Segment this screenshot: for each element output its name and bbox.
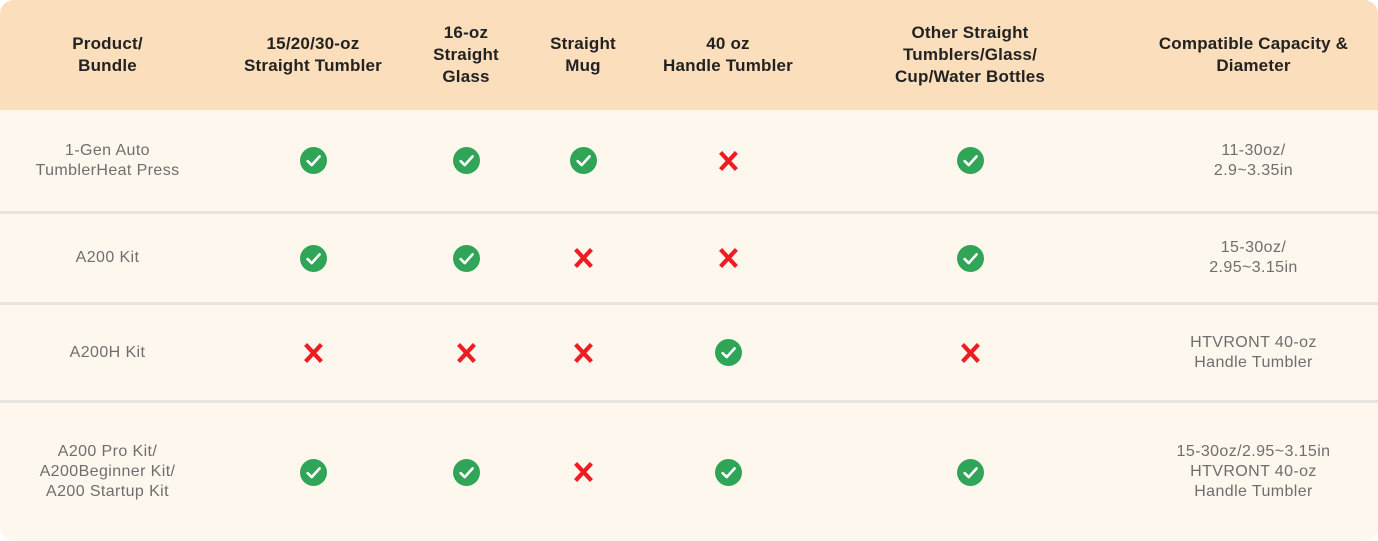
check-icon (452, 147, 480, 174)
capacity-text: 15-30oz/2.95~3.15in HTVRONT 40-oz Handle… (1176, 443, 1331, 500)
capacity-cell: 11-30oz/ 2.9~3.35in (1129, 141, 1378, 181)
product-name: A200 Pro Kit/ A200Beginner Kit/ A200 Sta… (39, 443, 176, 500)
cross-icon (718, 150, 739, 172)
cross-icon (303, 342, 324, 364)
product-cell: A200 Pro Kit/ A200Beginner Kit/ A200 Sta… (0, 442, 215, 502)
check-icon (714, 339, 742, 366)
mark-cell (645, 339, 811, 366)
table-header: Product/ Bundle 15/20/30-oz Straight Tum… (0, 0, 1378, 110)
table-row: A200 Kit 15-30oz/ (0, 211, 1378, 302)
cross-icon (573, 247, 594, 269)
cross-icon (456, 342, 477, 364)
check-icon (299, 244, 327, 272)
cross-icon (718, 247, 739, 269)
mark-cell (411, 342, 521, 364)
column-header-handle-tumbler: 40 oz Handle Tumbler (662, 34, 793, 75)
product-cell: A200H Kit (0, 343, 215, 363)
check-icon (714, 458, 742, 486)
check-icon (452, 458, 480, 486)
capacity-cell: HTVRONT 40-oz Handle Tumbler (1129, 333, 1378, 373)
table-row: A200H Kit HTVRONT 40-oz Handle T (0, 302, 1378, 400)
mark-cell (521, 342, 645, 364)
column-header-straight-tumbler: 15/20/30-oz Straight Tumbler (244, 34, 382, 75)
product-cell: A200 Kit (0, 248, 215, 268)
capacity-text: 15-30oz/ 2.95~3.15in (1209, 239, 1298, 276)
check-icon (956, 147, 984, 174)
mark-cell (811, 147, 1129, 174)
mark-cell (811, 342, 1129, 364)
mark-cell (521, 147, 645, 174)
column-header-straight-glass: 16-oz Straight Glass (433, 23, 499, 86)
mark-cell (215, 147, 411, 174)
mark-cell (411, 458, 521, 486)
cross-icon (960, 342, 981, 364)
column-header-other: Other Straight Tumblers/Glass/ Cup/Water… (894, 23, 1046, 86)
mark-cell (215, 244, 411, 272)
product-name: A200H Kit (69, 343, 146, 361)
check-icon (569, 147, 597, 174)
column-header-product: Product/ Bundle (72, 34, 143, 75)
mark-cell (645, 458, 811, 486)
table-row: A200 Pro Kit/ A200Beginner Kit/ A200 Sta… (0, 400, 1378, 541)
mark-cell (811, 458, 1129, 486)
mark-cell (411, 244, 521, 272)
mark-cell (215, 458, 411, 486)
mark-cell (645, 247, 811, 269)
capacity-cell: 15-30oz/2.95~3.15in HTVRONT 40-oz Handle… (1129, 442, 1378, 502)
mark-cell (811, 244, 1129, 272)
capacity-text: 11-30oz/ 2.9~3.35in (1213, 141, 1294, 179)
cross-icon (573, 461, 594, 483)
check-icon (452, 244, 480, 272)
column-header-straight-mug: Straight Mug (550, 34, 616, 75)
check-icon (956, 244, 984, 272)
mark-cell (645, 150, 811, 172)
capacity-text: HTVRONT 40-oz Handle Tumbler (1190, 333, 1317, 371)
product-name: 1-Gen Auto TumblerHeat Press (35, 141, 180, 179)
check-icon (956, 458, 984, 486)
mark-cell (521, 247, 645, 269)
product-name: A200 Kit (75, 249, 140, 266)
capacity-cell: 15-30oz/ 2.95~3.15in (1129, 238, 1378, 278)
column-header-capacity: Compatible Capacity & Diameter (1158, 34, 1349, 75)
table-row: 1-Gen Auto TumblerHeat Press (0, 110, 1378, 211)
product-cell: 1-Gen Auto TumblerHeat Press (0, 141, 215, 181)
mark-cell (215, 342, 411, 364)
cross-icon (573, 342, 594, 364)
table-body: 1-Gen Auto TumblerHeat Press (0, 110, 1378, 541)
mark-cell (411, 147, 521, 174)
check-icon (299, 458, 327, 486)
check-icon (299, 147, 327, 174)
mark-cell (521, 461, 645, 483)
